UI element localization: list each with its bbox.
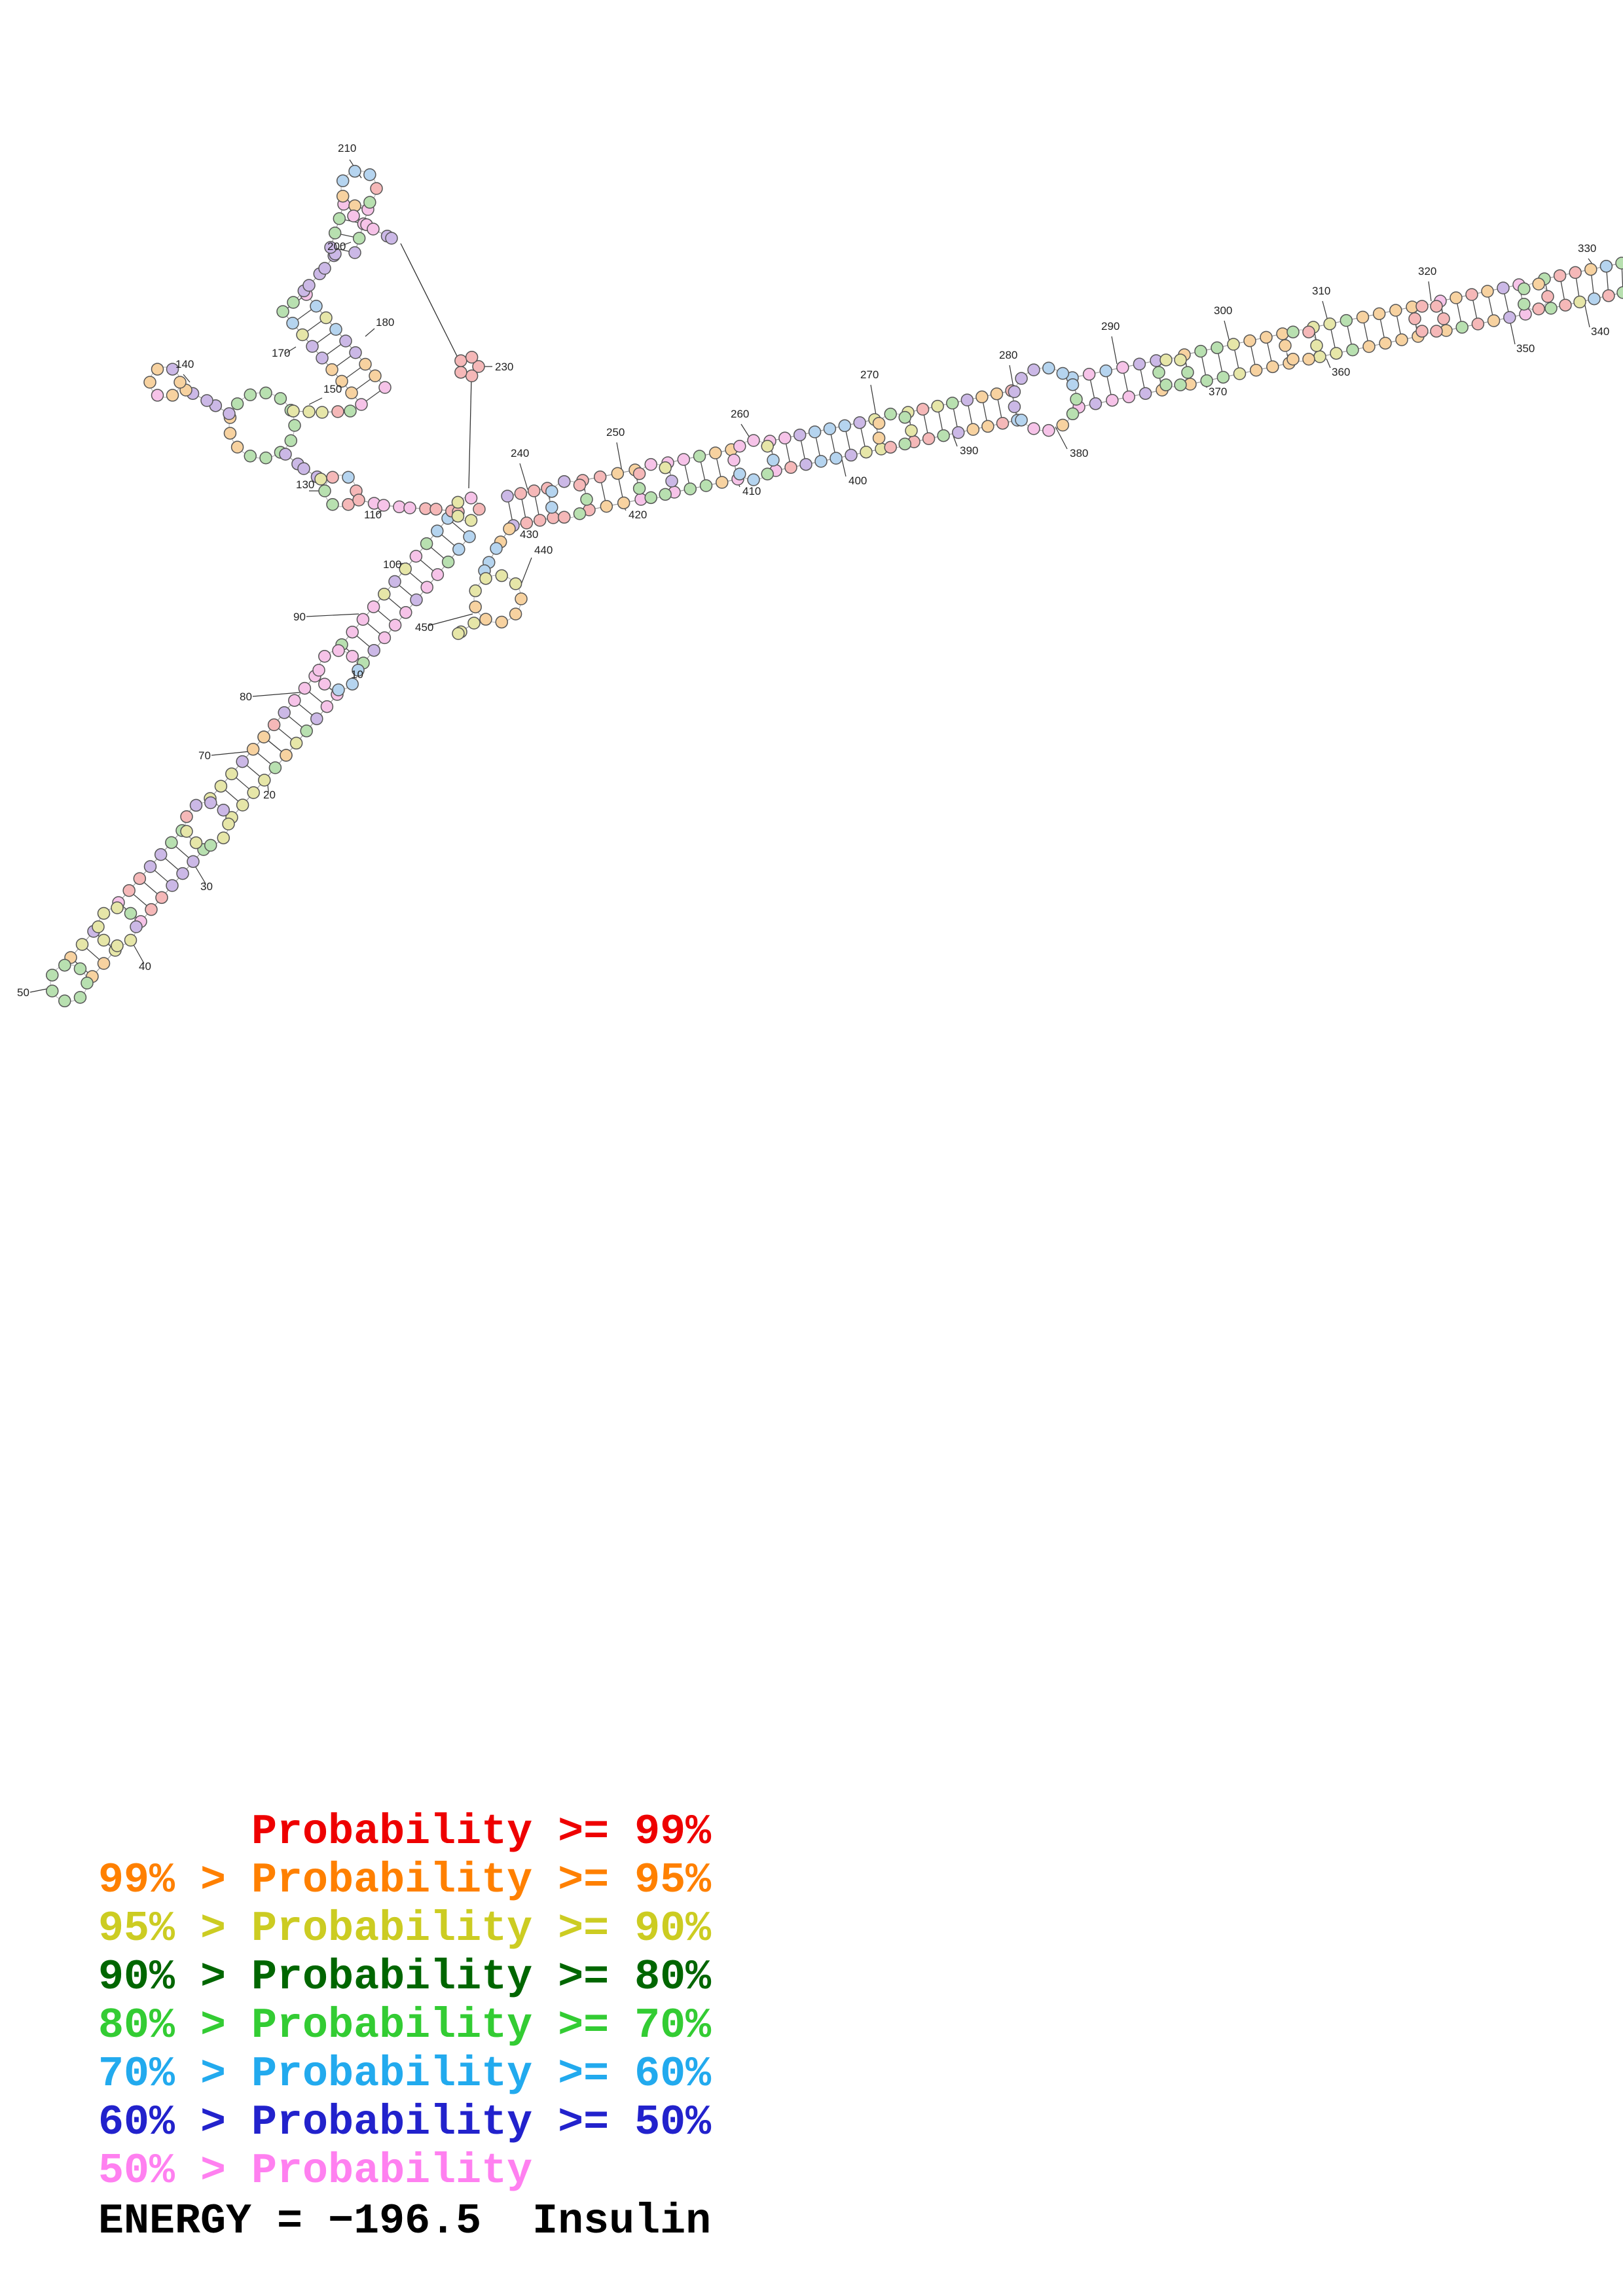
legend-line: 80% > Probability >= 70%: [98, 2001, 712, 2050]
residue-number-label: 150: [323, 383, 342, 395]
residue-number-label: 290: [1101, 320, 1120, 332]
residue-number-label: 340: [1591, 325, 1609, 338]
residue-number-label: 240: [511, 447, 529, 459]
residue-number-label: 170: [272, 347, 290, 359]
nucleotide-dots: [46, 164, 1623, 1008]
residue-number-label: 40: [139, 960, 151, 973]
residue-number-label: 100: [383, 558, 401, 571]
legend-line: 60% > Probability >= 50%: [98, 2098, 712, 2147]
residue-number-label: 260: [731, 408, 749, 420]
residue-number-label: 370: [1209, 386, 1227, 398]
backbone-lines: [29, 159, 1623, 1002]
legend-line: 50% > Probability: [98, 2147, 533, 2195]
residue-number-label: 350: [1516, 342, 1535, 355]
residue-number-label: 230: [495, 361, 513, 373]
residue-number-label: 270: [860, 368, 879, 381]
residue-number-label: 320: [1418, 265, 1436, 278]
residue-number-label: 210: [338, 142, 356, 154]
residue-number-label: 90: [293, 611, 306, 623]
residue-number-label: 420: [629, 509, 647, 521]
residue-number-labels: 210 200 180 170 150 140 130 110 100 90 80 70 50 40 30 2…: [17, 142, 1609, 999]
residue-number-label: 200: [327, 240, 346, 253]
residue-number-label: 250: [606, 426, 625, 439]
residue-number-label: 180: [376, 316, 394, 329]
residue-number-label: 390: [960, 444, 978, 457]
legend-line: 90% > Probability >= 80%: [98, 1953, 712, 2001]
energy-line: ENERGY = −196.5 Insulin: [98, 2197, 712, 2246]
residue-number-label: 380: [1070, 447, 1088, 459]
residue-number-label: 450: [415, 621, 433, 634]
probability-legend: Probability >= 99% 99% > Probability >= 9…: [98, 1808, 711, 2195]
residue-number-label: 430: [520, 528, 538, 541]
legend-line: 99% > Probability >= 95%: [98, 1856, 712, 1905]
residue-number-label: 80: [240, 691, 252, 703]
residue-number-label: 70: [198, 749, 211, 762]
residue-number-label: 440: [534, 544, 553, 556]
residue-number-label: 110: [364, 509, 382, 521]
residue-number-label: 360: [1332, 366, 1350, 378]
residue-number-label: 140: [175, 358, 194, 370]
residue-number-label: 300: [1214, 304, 1232, 317]
residue-number-label: 410: [742, 485, 761, 497]
residue-number-label: 50: [17, 986, 29, 999]
residue-number-label: 400: [848, 475, 867, 487]
residue-number-label: 30: [200, 880, 213, 893]
residue-number-label: 310: [1312, 285, 1330, 297]
residue-number-label: 280: [999, 349, 1017, 361]
residue-number-label: 130: [296, 478, 314, 491]
residue-number-label: 20: [263, 789, 276, 801]
residue-number-label: 330: [1578, 242, 1596, 255]
legend-line: 95% > Probability >= 90%: [98, 1905, 712, 1953]
residue-number-label: 10: [351, 668, 363, 681]
legend-line: Probability >= 99%: [98, 1808, 712, 1856]
legend-line: 70% > Probability >= 60%: [98, 2050, 712, 2098]
